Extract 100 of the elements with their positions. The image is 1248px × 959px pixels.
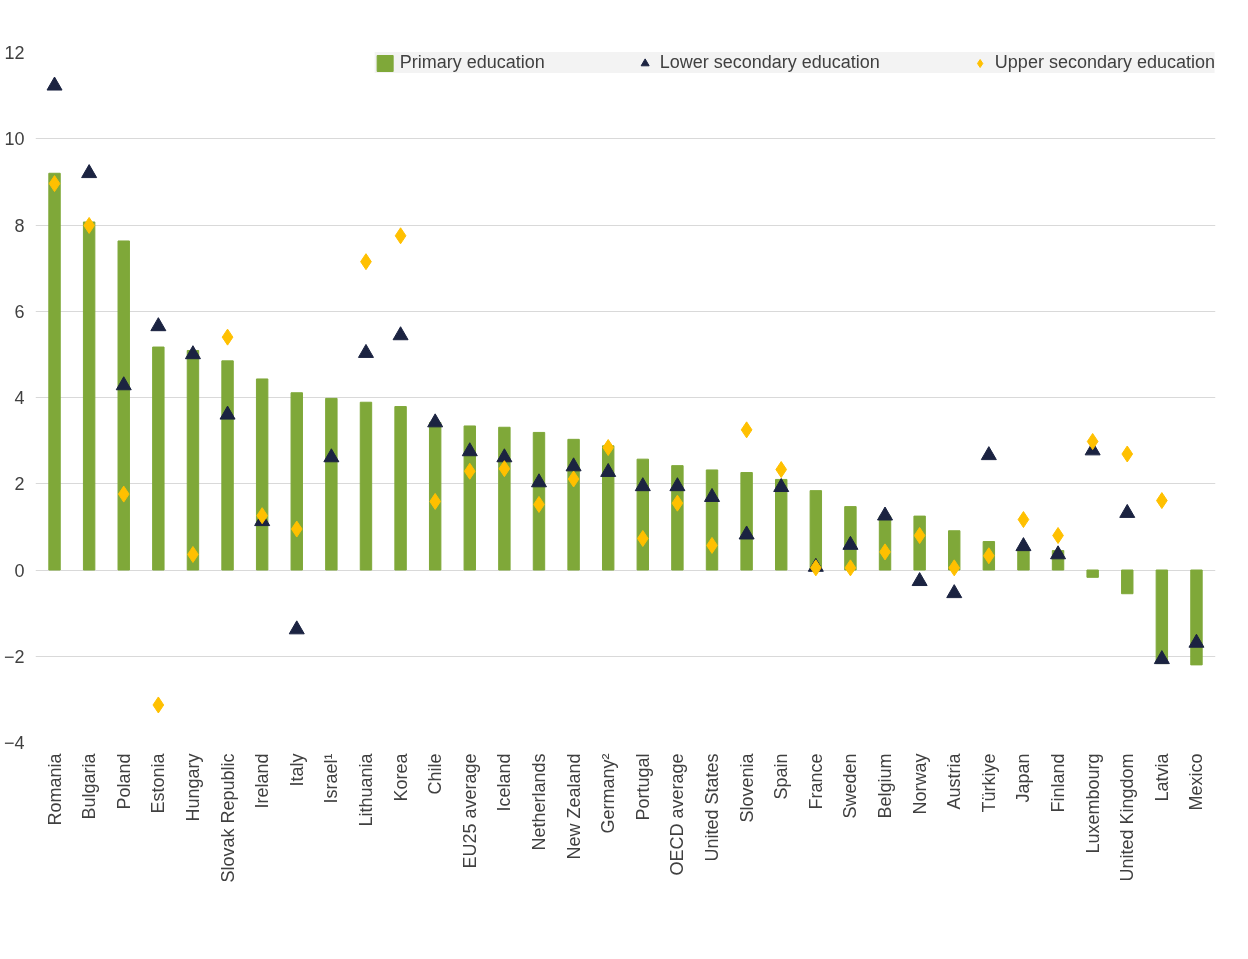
bar — [428, 422, 442, 571]
x-tick-label: OECD average — [667, 753, 688, 876]
x-tick-label: United Kingdom — [1117, 753, 1138, 882]
point — [1153, 650, 1170, 665]
point — [775, 461, 788, 479]
x-tick-label: Sweden — [840, 753, 861, 819]
bar — [152, 346, 165, 571]
point — [634, 477, 651, 492]
bar — [1017, 549, 1030, 571]
y-tick-label: 2 — [14, 474, 25, 495]
legend-label: Upper secondary education — [994, 52, 1215, 73]
x-tick-label: Poland — [113, 753, 134, 810]
point — [530, 473, 547, 488]
point — [911, 572, 928, 587]
x-tick-label: Israel¹ — [321, 753, 342, 804]
point — [842, 535, 859, 550]
point — [740, 421, 753, 439]
point — [394, 227, 407, 245]
point — [498, 460, 511, 478]
legend-label: Lower secondary education — [659, 52, 880, 73]
point — [913, 527, 926, 544]
point — [323, 448, 340, 463]
point — [600, 462, 617, 477]
point — [392, 326, 409, 341]
y-tick-label: 12 — [4, 43, 25, 63]
point — [150, 317, 167, 332]
x-tick-label: United States — [702, 753, 723, 862]
point — [946, 584, 963, 599]
y-tick-label: 4 — [14, 388, 25, 408]
y-tick-label: −4 — [3, 733, 25, 753]
point — [602, 439, 615, 457]
x-tick-label: Belgium — [875, 753, 896, 819]
point — [463, 462, 476, 480]
x-tick-label: Finland — [1048, 753, 1069, 813]
x-tick-label: Iceland — [494, 753, 515, 812]
bar — [359, 401, 373, 571]
bar — [394, 406, 407, 571]
x-tick-label: Ireland — [252, 753, 273, 809]
point — [115, 376, 132, 391]
x-tick-label: Lithuania — [355, 752, 376, 827]
y-tick-label: 8 — [14, 215, 25, 236]
point — [877, 506, 894, 521]
bar — [1121, 569, 1134, 595]
point — [221, 328, 234, 346]
point — [288, 620, 305, 635]
bar — [117, 240, 130, 571]
point — [1121, 445, 1134, 463]
point — [809, 559, 822, 577]
point — [1086, 432, 1099, 450]
x-tick-label: Mexico — [1186, 753, 1207, 811]
x-tick-label: Türkiye — [978, 753, 999, 813]
x-tick-label: Korea — [390, 752, 411, 802]
x-tick-label: Japan — [1013, 753, 1034, 803]
point — [948, 559, 961, 577]
x-tick-label: Chile — [425, 753, 446, 795]
point — [669, 477, 686, 492]
x-tick-label: Estonia — [148, 752, 169, 814]
point — [671, 494, 684, 512]
point — [46, 76, 63, 91]
x-tick-label: Italy — [286, 753, 307, 787]
y-tick-label: 0 — [14, 560, 25, 581]
x-tick-label: Portugal — [632, 753, 653, 821]
point — [219, 405, 236, 420]
point — [1017, 511, 1030, 529]
x-tick-label: Bulgaria — [79, 752, 100, 820]
x-tick-label: Latvia — [1151, 752, 1172, 802]
point — [980, 446, 997, 461]
bar — [325, 397, 338, 571]
x-tick-label: Slovak Republic — [217, 753, 238, 883]
x-tick-label: Austria — [944, 752, 965, 810]
point — [1015, 537, 1032, 552]
point — [461, 442, 478, 457]
x-tick-label: Romania — [44, 752, 65, 826]
bar — [221, 360, 234, 571]
bar — [48, 172, 61, 571]
x-tick-label: Spain — [771, 753, 792, 800]
point — [1119, 503, 1136, 518]
y-tick-label: 10 — [4, 129, 25, 150]
point — [184, 345, 201, 360]
x-tick-label: Germany² — [598, 753, 619, 834]
point — [427, 413, 444, 428]
point — [117, 485, 130, 503]
point — [1050, 545, 1067, 560]
bar — [255, 378, 269, 571]
point — [1052, 527, 1064, 544]
point — [429, 492, 442, 510]
point — [704, 487, 721, 502]
point — [844, 559, 857, 577]
y-tick-label: −2 — [3, 646, 25, 667]
bar — [82, 221, 96, 571]
point — [290, 520, 303, 538]
x-tick-label: EU25 average — [459, 753, 480, 869]
y-tick-label: 6 — [14, 301, 25, 322]
bar — [1086, 569, 1099, 578]
point — [567, 470, 580, 488]
x-tick-label: Luxembourg — [1082, 753, 1103, 854]
point — [496, 448, 513, 463]
x-tick-label: New Zealand — [563, 753, 584, 860]
x-tick-label: Netherlands — [528, 753, 549, 851]
point — [81, 164, 98, 179]
